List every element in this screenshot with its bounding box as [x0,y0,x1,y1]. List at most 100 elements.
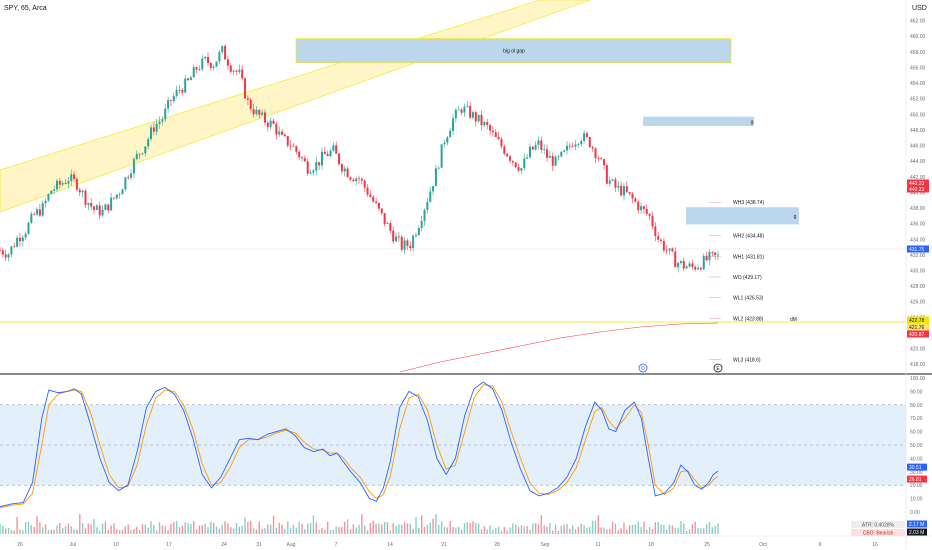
svg-text:ATR: 0.4028%: ATR: 0.4028% [862,522,895,528]
volume-bar [110,525,112,534]
candle [500,136,503,149]
candle [363,179,366,192]
candle [625,181,628,194]
price-badge: 422.78 [907,316,929,324]
volume-bar [435,514,437,534]
svg-text:421.76: 421.76 [909,325,925,331]
candle [679,260,682,265]
candle [423,208,426,227]
time-tick-label: Sep [541,542,550,548]
candle [503,144,506,156]
candle [121,188,124,195]
volume-bar [640,526,642,534]
candle [44,198,47,208]
candle [70,169,73,186]
volume-bar [532,523,534,534]
candle [195,66,198,74]
candle [78,187,81,197]
candle [261,109,264,117]
volume-bar [193,521,195,534]
marker-d[interactable]: D [638,363,648,373]
candle [218,49,221,65]
volume-bar [714,525,716,534]
volume-bar [460,529,463,534]
candle [469,102,472,120]
stochastic-tick-label: 40.00 [910,456,923,462]
volume-bar [144,524,147,534]
candle [84,188,87,209]
price-tick-label: 450.00 [910,112,926,118]
candle [38,204,41,217]
candle [269,117,272,130]
stochastic-k-line [0,381,719,508]
candle [457,105,460,111]
price-axis[interactable]: 462.00 460.00 458.00 456.00 454.00 452.00 450.… [910,19,926,369]
svg-text:431.75: 431.75 [909,247,925,253]
volume-bar [346,519,349,534]
candle [568,142,571,150]
volume-bar [287,521,289,534]
candle [152,122,155,136]
candle [278,126,281,137]
stochastic-tick-label: 80.00 [910,403,923,409]
volume-bar [329,529,332,534]
volume-bar [634,524,637,534]
volume-bar [4,528,7,534]
level-label: WH1 (431.81) [733,254,764,260]
candle [110,193,113,212]
candle [360,176,363,185]
volume-bar [717,523,719,534]
time-tick-label: 25 [704,542,710,548]
volume-bar [546,526,548,534]
candle [526,153,529,160]
stochastic-panel[interactable] [0,381,906,509]
candle [135,150,138,161]
candle [224,43,227,60]
candle [283,132,286,138]
volume-bar [164,526,166,534]
candle [167,96,170,114]
candle [155,119,158,136]
candle [249,97,252,111]
candle [303,155,306,162]
candle [434,164,437,187]
volume-bar [315,522,317,534]
volume-bar [207,527,209,534]
volume-bar [124,526,127,534]
volume-bar [326,521,329,534]
stochastic-badges: 30.51 26.81 [907,463,927,483]
time-axis[interactable]: 26 Jul 10 17 24 31 Aug 7 14 21 28 Sep 11 18 25 Oct 9 16 [17,542,878,548]
candle [130,169,133,181]
candle [53,185,56,195]
candle [640,201,643,215]
volume-bar [33,527,35,534]
volume-bar [224,521,226,534]
candle [13,242,16,248]
candle [33,212,36,216]
level-label: WH2 (434.48) [733,234,764,240]
candle [206,52,209,67]
candle [18,232,21,247]
volume-bar [458,526,460,534]
candle [386,221,389,225]
candles [0,43,719,273]
volume-bar [107,530,109,534]
volume-bar [118,529,121,534]
price-panel[interactable]: big ol gap g g WH3 (438.74) WH2 (434.48) WH1… [0,0,906,373]
candle [164,103,167,123]
time-tick-label: 7 [335,542,338,548]
time-tick-label: 31 [256,542,262,548]
candle [383,213,386,227]
stochastic-axis[interactable]: 100.00 90.00 80.00 70.00 60.00 50.00 40.00 30.0… [910,376,926,516]
candle [426,197,429,214]
volume-bar [84,528,87,534]
volume-bar [472,521,474,534]
candle [326,150,329,157]
marker-e[interactable]: E [713,363,723,373]
candle [289,140,292,151]
volume-bar [113,523,115,534]
candle [671,247,674,253]
candle [263,109,266,126]
